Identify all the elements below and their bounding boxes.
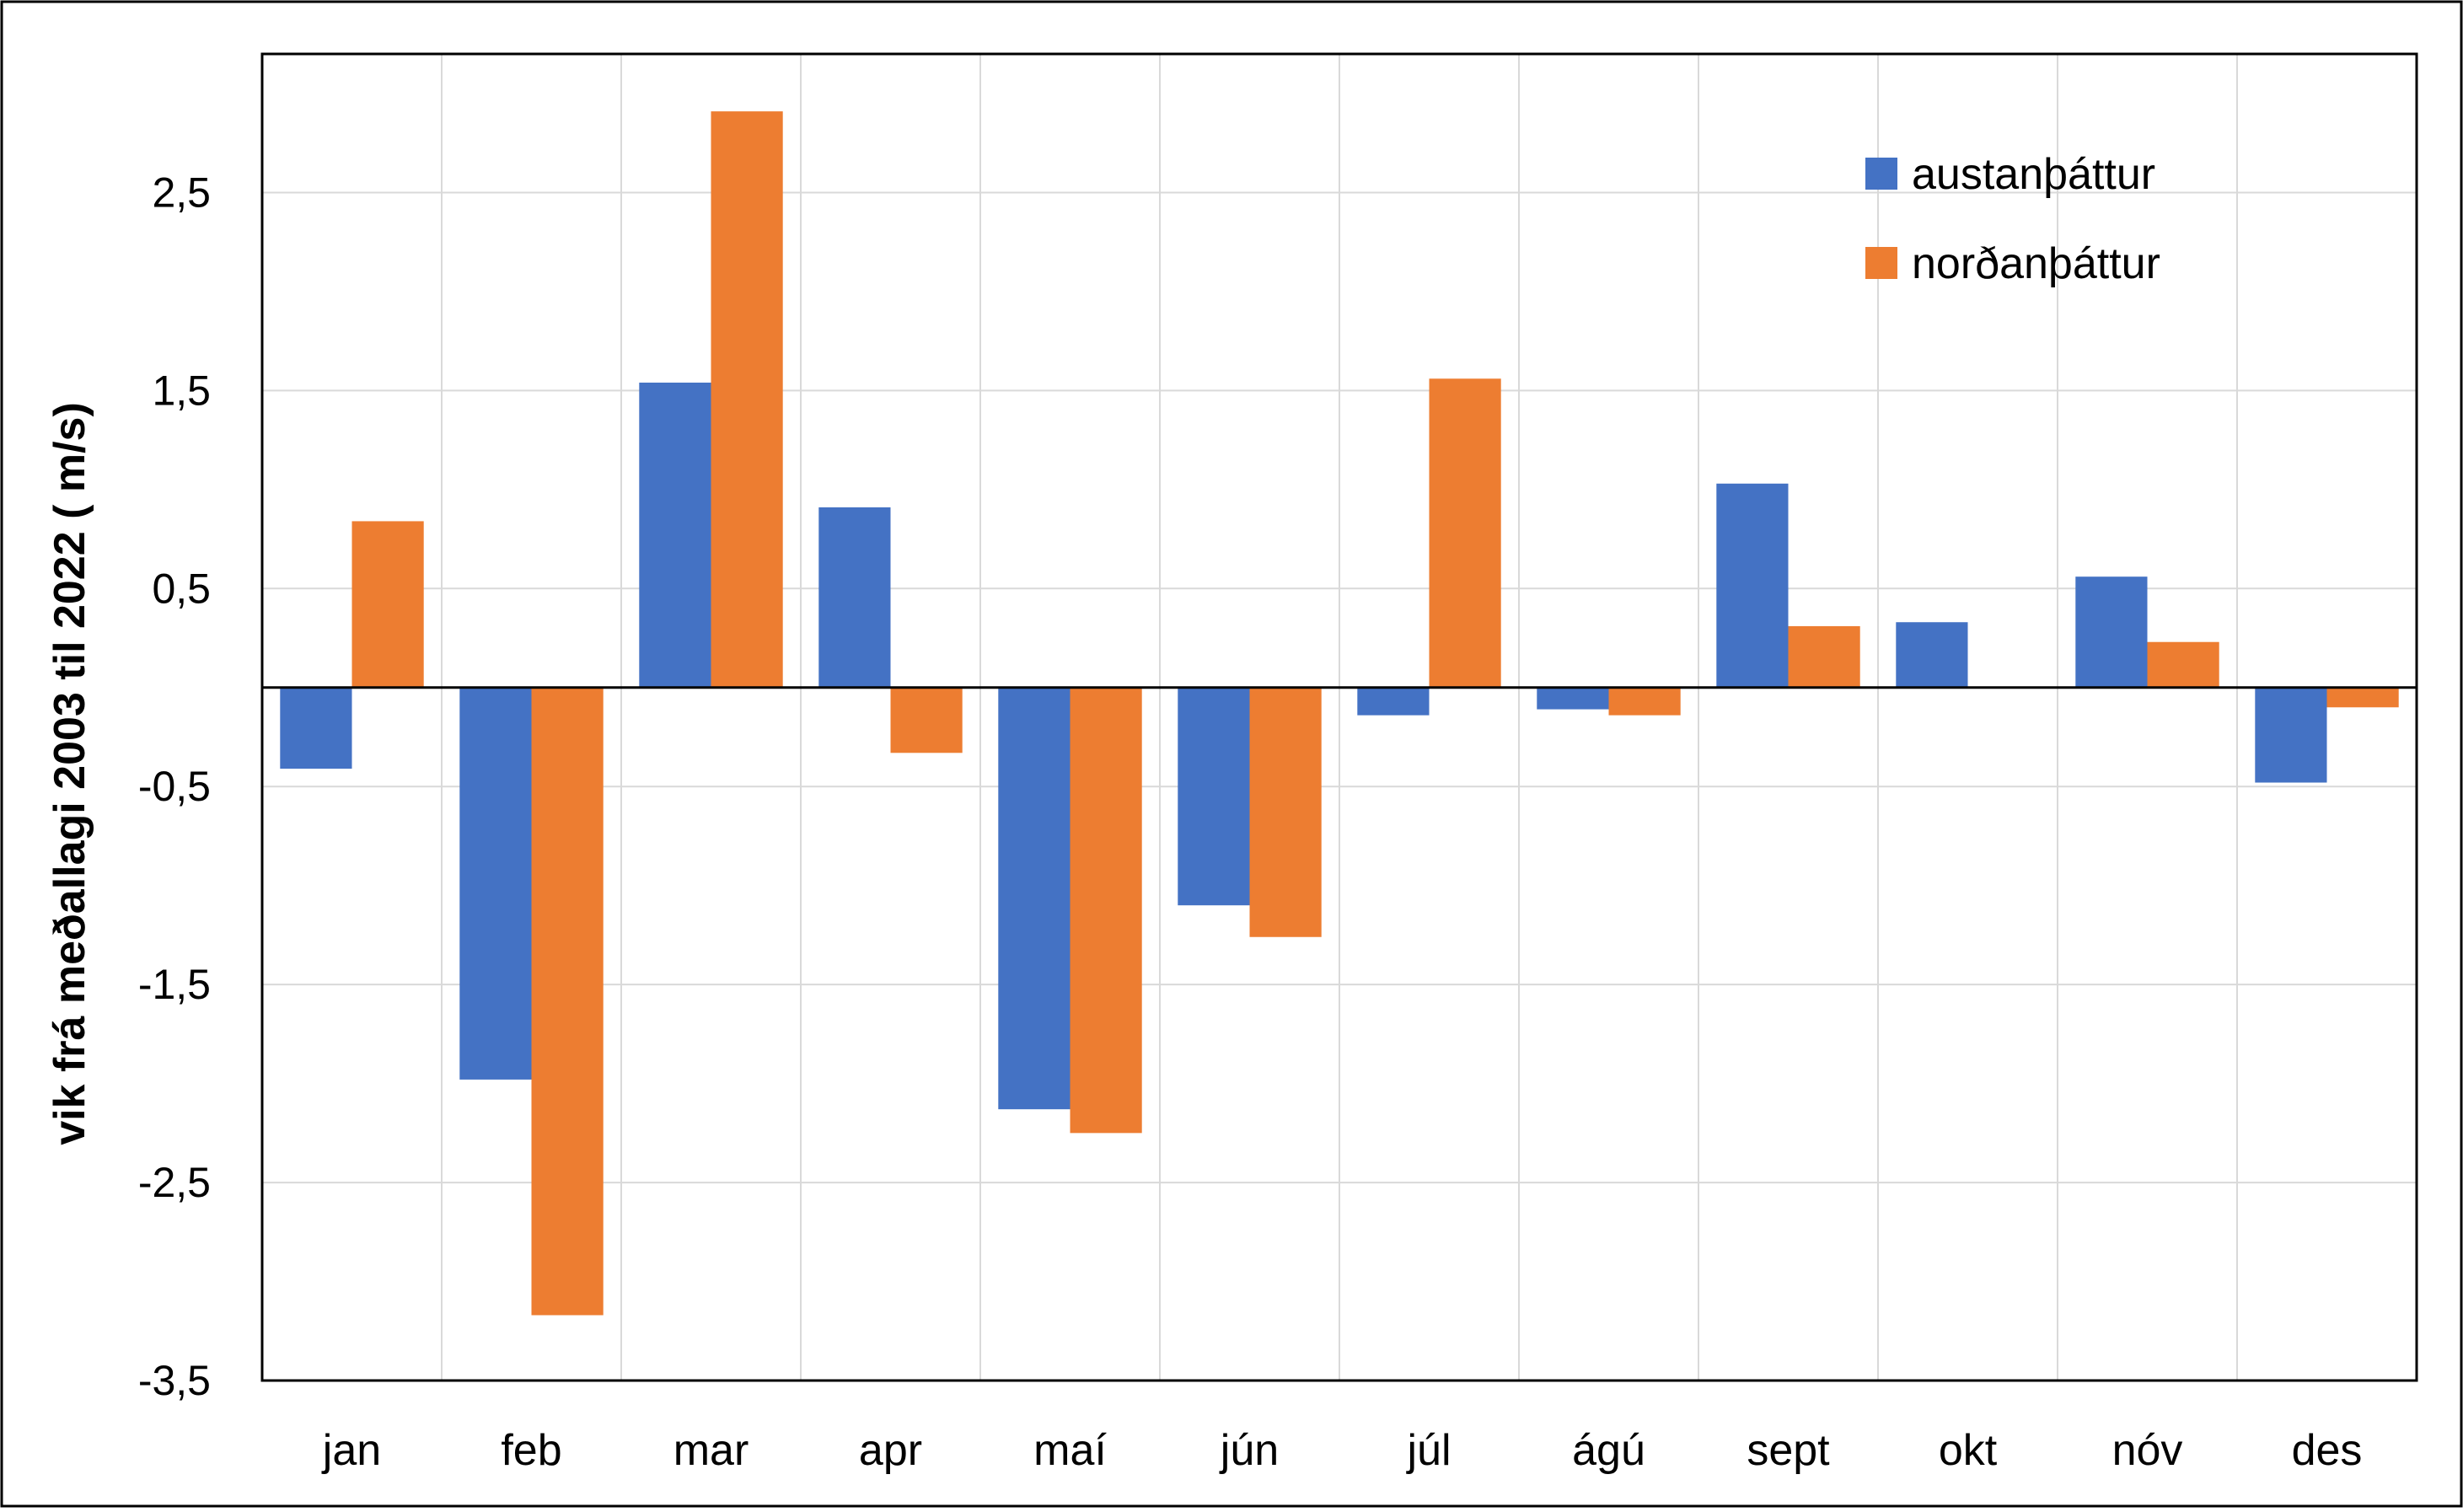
bar-series-1-5 [1178, 687, 1250, 906]
x-category-label: apr [859, 1426, 922, 1475]
legend-swatch [1865, 247, 1897, 279]
x-category-label: mar [673, 1426, 749, 1475]
bar-series-1-9 [1896, 622, 1968, 688]
bar-series-2-5 [1249, 687, 1322, 937]
x-category-label: nóv [2112, 1426, 2183, 1475]
bar-series-1-11 [2255, 687, 2327, 783]
bar-series-1-4 [998, 687, 1071, 1110]
bar-series-2-3 [890, 687, 963, 753]
bar-series-1-8 [1716, 483, 1789, 688]
bars [280, 111, 2399, 1316]
axes [260, 52, 2418, 1382]
y-axis-title: vik frá meðallagi 2003 til 2022 ( m/s) [46, 402, 94, 1145]
bar-series-2-7 [1608, 687, 1681, 716]
x-category-label: jún [1219, 1426, 1279, 1475]
bar-series-1-1 [459, 687, 532, 1080]
plot-area-border [260, 52, 2418, 1382]
x-category-label: des [2292, 1426, 2363, 1475]
y-tick-label: -3,5 [138, 1357, 211, 1404]
bar-series-1-7 [1537, 687, 1609, 710]
legend-label: austanþáttur [1912, 150, 2155, 199]
bar-series-1-2 [639, 382, 711, 688]
bar-series-2-4 [1070, 687, 1142, 1134]
x-category-label: feb [501, 1426, 561, 1475]
y-tick-label: -2,5 [138, 1159, 211, 1206]
legend-swatch [1865, 158, 1897, 190]
bar-series-1-3 [818, 507, 891, 688]
y-tick-labels: 2,5 1,5 0,5 -0,5 -1,5 -2,5 -3,5 [138, 169, 211, 1404]
bar-series-1-6 [1357, 687, 1430, 716]
x-category-label: okt [1939, 1426, 1998, 1475]
legend: austanþáttur norðanþáttur [1865, 150, 2160, 288]
y-tick-label: 1,5 [152, 367, 211, 414]
y-tick-label: -1,5 [138, 961, 211, 1008]
bar-series-2-1 [531, 687, 604, 1316]
x-category-labels: jan feb mar apr maí jún júl ágú sept okt nóv des [321, 1426, 2363, 1475]
y-tick-label: 0,5 [152, 565, 211, 612]
bar-series-1-10 [2075, 576, 2148, 688]
bar-series-2-8 [1788, 625, 1860, 688]
x-category-label: maí [1033, 1426, 1107, 1475]
x-category-label: sept [1747, 1426, 1830, 1475]
x-category-label: jan [321, 1426, 381, 1475]
bar-series-2-11 [2326, 687, 2399, 708]
x-category-label: ágú [1572, 1426, 1645, 1475]
bar-series-2-10 [2147, 641, 2219, 688]
y-tick-label: 2,5 [152, 169, 211, 216]
bar-series-2-2 [711, 111, 783, 688]
legend-label: norðanþáttur [1912, 239, 2160, 288]
bar-series-2-0 [351, 521, 424, 688]
bar-series-2-6 [1429, 378, 1501, 688]
x-category-label: júl [1405, 1426, 1451, 1475]
bar-series-1-0 [280, 687, 352, 769]
y-tick-label: -0,5 [138, 763, 211, 810]
